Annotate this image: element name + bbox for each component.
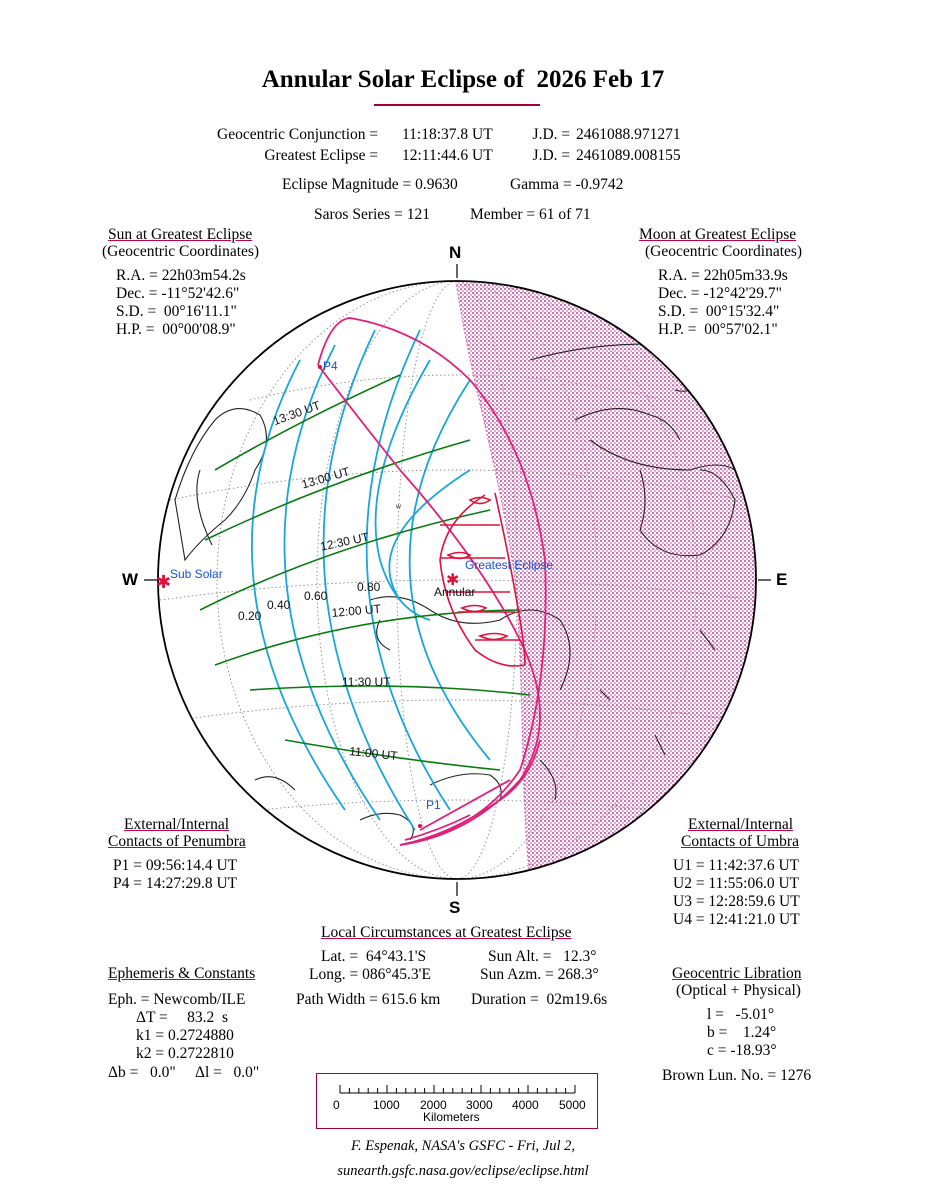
ephemeris-k2: k2 = 0.2722810 xyxy=(136,1045,234,1062)
umbra-u4: U4 = 12:41:21.0 UT xyxy=(673,911,800,928)
penumbra-p1: P1 = 09:56:14.4 UT xyxy=(113,857,238,874)
ephemeris-delta-t: ΔT = 83.2 s xyxy=(136,1009,229,1026)
scale-tick-0: 0 xyxy=(333,1098,340,1112)
ephemeris-k1: k1 = 0.2724880 xyxy=(136,1027,234,1044)
p1-label: P1 xyxy=(426,798,441,812)
north-label: N xyxy=(449,243,462,262)
libration-heading: Geocentric Libration xyxy=(672,965,802,982)
greatest-label: Greatest Eclipse = xyxy=(264,147,382,164)
local-sun-azm: Sun Azm. = 268.3° xyxy=(480,966,599,983)
ephemeris-heading: Ephemeris & Constants xyxy=(108,965,256,982)
libration-c: c = -18.93° xyxy=(707,1042,777,1059)
local-long: Long. = 086°45.3'E xyxy=(309,966,431,983)
moon-heading: Moon at Greatest Eclipse xyxy=(639,226,797,243)
ephemeris-eph: Eph. = Newcomb/ILE xyxy=(108,991,246,1008)
scale-tick-4000: 4000 xyxy=(512,1098,539,1112)
ephemeris-delta-b-l: Δb = 0.0" Δl = 0.0" xyxy=(108,1064,260,1081)
greatest-time: 12:11:44.6 UT xyxy=(402,147,493,164)
conjunction-label: Geocentric Conjunction = xyxy=(217,126,382,143)
conjunction-jd: 2461088.971271 xyxy=(576,126,681,143)
scale-tick-3000: 3000 xyxy=(466,1098,493,1112)
libration-l: l = -5.01° xyxy=(707,1006,775,1023)
sun-subheading: (Geocentric Coordinates) xyxy=(102,243,260,260)
greatest-jd: 2461089.008155 xyxy=(576,147,681,164)
scale-tick-1000: 1000 xyxy=(373,1098,400,1112)
local-path-width: Path Width = 615.6 km xyxy=(296,991,441,1008)
sub-solar-label: Sub Solar xyxy=(170,567,223,581)
libration-b: b = 1.24° xyxy=(707,1024,777,1041)
p1-marker xyxy=(418,824,422,828)
page-title: Annular Solar Eclipse of 2026 Feb 17 xyxy=(261,66,665,93)
magnitude-label-040: 0.40 xyxy=(267,598,291,612)
brown-lunation: Brown Lun. No. = 1276 xyxy=(662,1067,812,1084)
sub-solar-marker-icon: ✱ xyxy=(156,572,171,592)
scale-bar xyxy=(339,1085,576,1094)
sun-ra: R.A. = 22h03m54.2s xyxy=(116,267,246,284)
eclipse-magnitude: Eclipse Magnitude = 0.9630 xyxy=(282,176,458,193)
sun-sd: S.D. = 00°16'11.1" xyxy=(116,303,237,320)
scale-tick-2000: 2000 xyxy=(420,1098,447,1112)
conjunction-jd-label: J.D. = xyxy=(532,126,574,143)
east-label: E xyxy=(776,570,788,589)
libration-subheading: (Optical + Physical) xyxy=(676,982,801,999)
local-duration: Duration = 02m19.6s xyxy=(471,991,608,1008)
p4-label: P4 xyxy=(323,359,338,373)
magnitude-label-020: 0.20 xyxy=(238,609,262,623)
moon-hp: H.P. = 00°57'02.1" xyxy=(658,321,778,338)
graticule xyxy=(159,281,755,879)
scale-tick-5000: 5000 xyxy=(559,1098,586,1112)
umbra-u2: U2 = 11:55:06.0 UT xyxy=(673,875,800,892)
greatest-eclipse-marker-icon: ✱ xyxy=(446,572,459,589)
saros-series: Saros Series = 121 xyxy=(314,206,430,223)
credit-line-2: sunearth.gsfc.nasa.gov/eclipse/eclipse.h… xyxy=(337,1163,589,1179)
time-label-1130: 11:30 UT xyxy=(342,675,391,689)
saros-member: Member = 61 of 71 xyxy=(470,206,591,223)
umbra-u3: U3 = 12:28:59.6 UT xyxy=(673,893,800,910)
sun-hp: H.P. = 00°00'08.9" xyxy=(116,321,236,338)
sun-heading: Sun at Greatest Eclipse xyxy=(108,226,253,243)
umbra-heading2: Contacts of Umbra xyxy=(681,833,799,850)
sun-dec: Dec. = -11°52'42.6" xyxy=(116,285,240,302)
credit-line-1: F. Espenak, NASA's GSFC - Fri, Jul 2, xyxy=(351,1138,575,1154)
scale-unit: Kilometers xyxy=(423,1110,480,1124)
globe-outline xyxy=(157,280,757,880)
umbra-path xyxy=(439,492,526,667)
gamma: Gamma = -0.9742 xyxy=(510,176,624,193)
annular-label: Annular xyxy=(434,585,476,599)
title-underline xyxy=(374,104,540,106)
scale-bar-box xyxy=(316,1073,598,1129)
greatest-jd-label: J.D. = xyxy=(532,147,574,164)
magnitude-label-060: 0.60 xyxy=(304,589,328,603)
west-label: W xyxy=(122,570,139,589)
moon-subheading: (Geocentric Coordinates) xyxy=(645,243,803,260)
moon-sd: S.D. = 00°15'32.4" xyxy=(658,303,780,320)
magnitude-label-080: 0.80 xyxy=(357,580,381,594)
penumbra-p4: P4 = 14:27:29.8 UT xyxy=(113,875,238,892)
greatest-eclipse-label: Greatest Eclipse xyxy=(465,558,554,572)
p4-marker xyxy=(318,365,322,369)
penumbra-heading2: Contacts of Penumbra xyxy=(108,833,246,850)
local-sun-alt: Sun Alt. = 12.3° xyxy=(488,948,597,965)
south-label: S xyxy=(449,898,461,917)
moon-dec: Dec. = -12°42'29.7" xyxy=(658,285,782,302)
local-heading: Local Circumstances at Greatest Eclipse xyxy=(321,924,572,941)
umbra-u1: U1 = 11:42:37.6 UT xyxy=(673,857,800,874)
umbra-heading: External/Internal xyxy=(688,816,794,833)
small-marker: ʷ xyxy=(395,503,401,514)
local-lat: Lat. = 64°43.1'S xyxy=(321,948,427,965)
conjunction-time: 11:18:37.8 UT xyxy=(402,126,493,143)
penumbra-heading: External/Internal xyxy=(124,816,230,833)
terminator-line xyxy=(455,281,531,879)
moon-ra: R.A. = 22h05m33.9s xyxy=(658,267,788,284)
